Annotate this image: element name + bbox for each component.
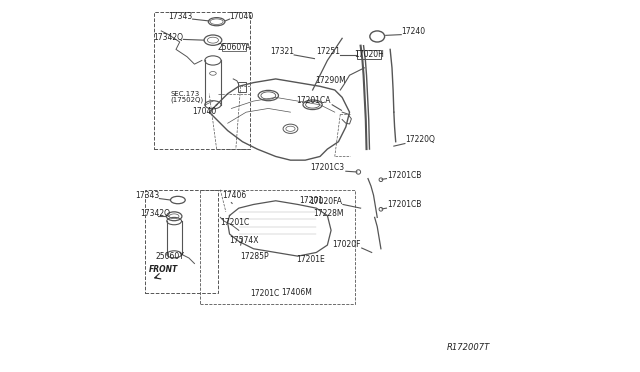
Text: SEC.173: SEC.173 <box>170 90 200 97</box>
Text: 17201: 17201 <box>300 196 324 205</box>
Text: 17020H: 17020H <box>354 50 383 59</box>
Text: 17251: 17251 <box>316 47 340 56</box>
Bar <box>222 43 246 51</box>
Text: 17201CA: 17201CA <box>296 96 331 105</box>
Text: 17201CB: 17201CB <box>387 201 422 209</box>
Text: 17040: 17040 <box>193 107 217 116</box>
Text: 17285P: 17285P <box>241 252 269 261</box>
Text: 17406: 17406 <box>222 191 246 200</box>
Text: 17342Q: 17342Q <box>154 33 184 42</box>
Text: 17228M: 17228M <box>314 209 344 218</box>
Text: 17343: 17343 <box>168 12 193 21</box>
Text: 17406M: 17406M <box>281 288 312 297</box>
Text: 25060Y: 25060Y <box>156 252 184 261</box>
Text: 17201C: 17201C <box>220 218 250 227</box>
Text: 17020F: 17020F <box>332 240 360 249</box>
Bar <box>200 190 355 304</box>
Text: 17574X: 17574X <box>230 236 259 245</box>
Text: 17321: 17321 <box>270 47 294 56</box>
Ellipse shape <box>370 31 385 42</box>
Text: 17201C3: 17201C3 <box>310 163 344 173</box>
Text: 17201C: 17201C <box>250 289 279 298</box>
Bar <box>357 51 381 59</box>
Text: (17502Q): (17502Q) <box>170 96 204 103</box>
Text: 17220Q: 17220Q <box>405 135 435 144</box>
Text: 17040: 17040 <box>230 12 254 21</box>
Text: 17201E: 17201E <box>296 255 324 264</box>
Text: R172007T: R172007T <box>447 343 490 352</box>
Text: 17020FA: 17020FA <box>309 197 342 206</box>
Bar <box>145 190 218 293</box>
Text: 17343: 17343 <box>135 191 159 200</box>
Text: 17342Q: 17342Q <box>140 209 170 218</box>
Text: 25060YA: 25060YA <box>218 43 251 52</box>
Text: FRONT: FRONT <box>148 264 178 274</box>
Text: 17201CB: 17201CB <box>387 171 422 180</box>
Text: 17290M: 17290M <box>315 76 346 85</box>
Bar <box>154 13 250 149</box>
Text: 17240: 17240 <box>401 27 426 36</box>
Bar <box>238 81 246 92</box>
